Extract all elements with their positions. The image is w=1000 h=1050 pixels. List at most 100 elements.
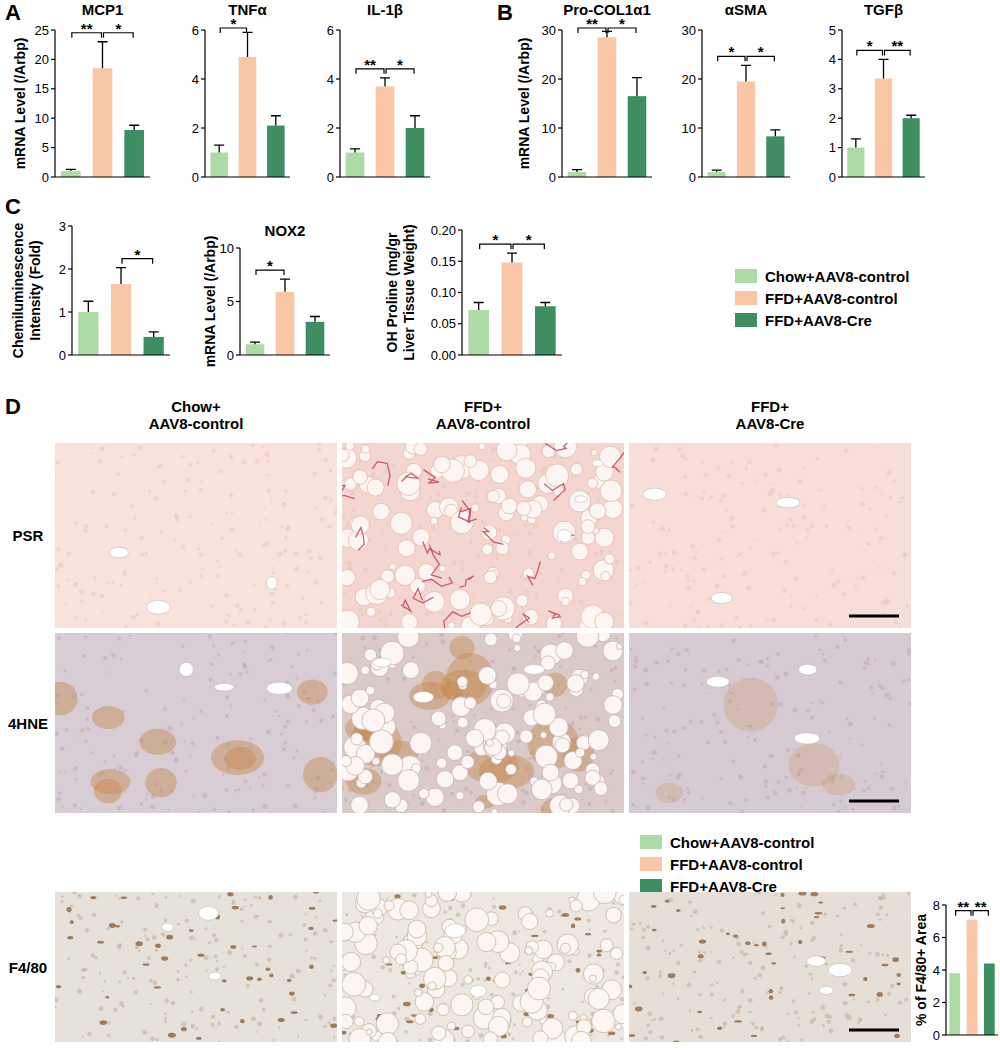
stain-patch <box>139 729 176 755</box>
texture <box>241 948 243 950</box>
vacuole <box>542 764 559 781</box>
texture <box>880 775 885 780</box>
stain-dot <box>246 976 253 980</box>
texture <box>609 772 612 775</box>
y-tick-label: 10 <box>682 121 696 136</box>
texture <box>164 1017 167 1020</box>
texture <box>716 721 719 724</box>
texture <box>497 528 501 532</box>
texture <box>330 940 333 943</box>
texture <box>863 789 866 792</box>
texture <box>77 894 81 898</box>
fiber <box>458 500 470 522</box>
texture <box>855 585 858 588</box>
texture <box>245 671 248 674</box>
texture <box>56 547 60 551</box>
y-tick-label: 0.10 <box>431 285 456 300</box>
vessel <box>575 496 587 502</box>
stain-dot <box>309 907 316 910</box>
texture <box>846 718 849 721</box>
texture <box>395 936 398 939</box>
texture <box>285 526 290 531</box>
texture <box>272 567 275 570</box>
stain-dot <box>289 992 295 996</box>
texture <box>112 581 114 583</box>
texture <box>702 567 706 571</box>
texture <box>146 793 149 796</box>
vacuole <box>516 595 528 607</box>
texture <box>106 927 110 931</box>
texture <box>687 791 691 795</box>
texture <box>324 458 329 463</box>
texture <box>410 720 413 723</box>
texture <box>421 759 423 761</box>
legend-swatch <box>735 269 757 283</box>
vacuole <box>461 756 474 769</box>
vessel <box>706 676 729 687</box>
texture <box>558 665 561 668</box>
vacuole <box>466 729 484 747</box>
texture <box>742 571 747 576</box>
y-tick-label: 25 <box>35 23 49 38</box>
texture <box>785 776 788 779</box>
stain-dot <box>308 927 314 930</box>
texture <box>322 811 325 813</box>
texture <box>864 661 868 665</box>
bar: FFD+AAV8-control <box>276 292 295 355</box>
texture <box>672 550 677 555</box>
texture <box>164 896 167 899</box>
texture <box>763 765 767 769</box>
fiber <box>528 562 541 586</box>
legend-label: FFD+AAV8-Cre <box>765 312 872 329</box>
texture <box>682 683 685 686</box>
vacuole <box>479 667 497 685</box>
y-tick-label: 2 <box>192 121 199 136</box>
vessel <box>266 682 292 694</box>
vacuole <box>546 464 569 487</box>
column-header: AAV8-Cre <box>736 415 805 432</box>
texture <box>565 707 567 709</box>
y-tick <box>336 29 340 30</box>
texture <box>120 920 123 923</box>
texture <box>408 982 410 984</box>
texture <box>304 1019 307 1022</box>
texture <box>527 550 532 555</box>
legend-label: FFD+AAV8-control <box>670 856 803 873</box>
legend-swatch <box>640 879 662 893</box>
texture <box>154 496 158 500</box>
texture <box>451 715 454 718</box>
texture <box>380 770 383 773</box>
texture <box>412 656 416 660</box>
texture <box>85 928 89 932</box>
row-label: 4HNE <box>8 715 48 732</box>
bar-chart: % of F4/80+ AreaChow+AAV8-controlFFD+AAV… <box>913 898 998 1043</box>
texture <box>738 774 743 779</box>
texture <box>720 558 723 561</box>
texture <box>156 465 159 468</box>
texture <box>484 965 487 968</box>
y-axis-label: Liver Tissue Weight) <box>401 224 417 360</box>
texture <box>684 492 688 496</box>
texture <box>746 585 751 590</box>
texture <box>621 976 624 979</box>
vessel <box>592 460 603 467</box>
texture <box>271 497 273 499</box>
texture <box>242 650 244 652</box>
texture <box>778 528 781 531</box>
texture <box>335 507 337 511</box>
stain-dot <box>597 953 602 956</box>
texture <box>285 633 288 634</box>
texture <box>111 653 116 658</box>
y-tick <box>51 176 55 177</box>
vacuole <box>600 480 622 502</box>
texture <box>91 490 95 494</box>
stain-dot <box>313 892 319 894</box>
texture <box>616 962 620 966</box>
vacuole <box>538 675 554 691</box>
y-tick <box>201 78 205 79</box>
y-tick-label: 6 <box>192 23 199 38</box>
texture <box>208 634 213 639</box>
y-tick <box>942 937 946 938</box>
texture <box>164 918 168 922</box>
texture <box>869 686 873 690</box>
